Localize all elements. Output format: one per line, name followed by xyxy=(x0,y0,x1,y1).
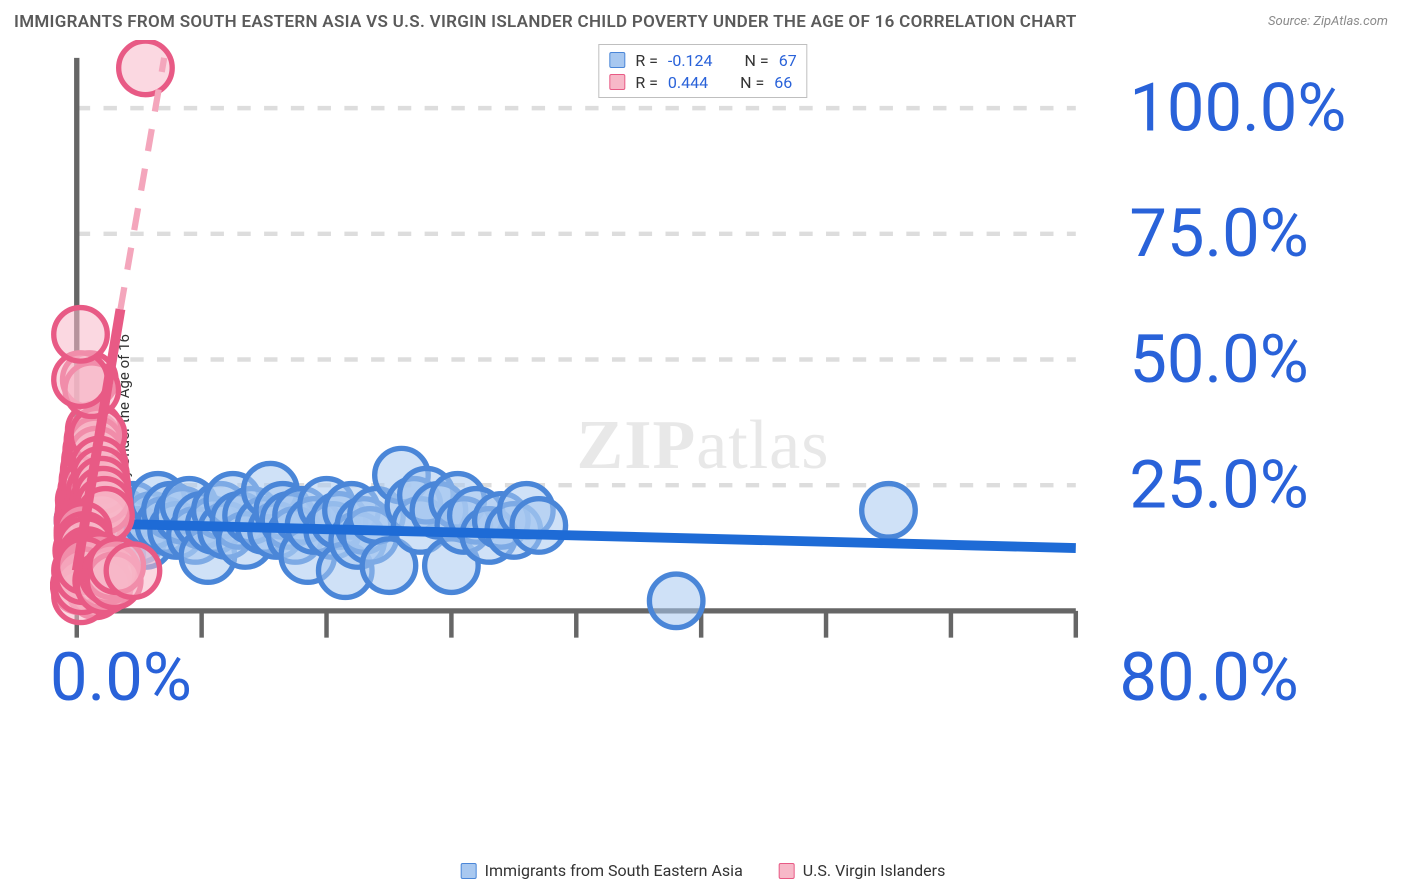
n-value: 66 xyxy=(774,73,792,92)
legend-item-blue: Immigrants from South Eastern Asia xyxy=(461,861,743,880)
r-label: R = xyxy=(635,73,658,92)
n-label: N = xyxy=(745,51,769,70)
legend-row-pink: R = 0.444 N = 66 xyxy=(609,71,796,93)
legend-row-blue: R = -0.124 N = 67 xyxy=(609,49,796,71)
svg-text:75.0%: 75.0% xyxy=(1129,195,1308,273)
legend-label: U.S. Virgin Islanders xyxy=(803,861,946,880)
legend-label: Immigrants from South Eastern Asia xyxy=(485,861,743,880)
legend-swatch-pink xyxy=(609,74,625,90)
r-label: R = xyxy=(635,51,658,70)
legend-swatch-blue xyxy=(461,863,477,879)
svg-text:100.0%: 100.0% xyxy=(1129,69,1346,147)
series-legend: Immigrants from South Eastern Asia U.S. … xyxy=(461,861,946,880)
r-value: 0.444 xyxy=(668,73,708,92)
svg-text:25.0%: 25.0% xyxy=(1129,446,1308,524)
legend-swatch-pink xyxy=(779,863,795,879)
legend-swatch-blue xyxy=(609,52,625,68)
n-label: N = xyxy=(740,73,764,92)
correlation-legend: R = -0.124 N = 67 R = 0.444 N = 66 xyxy=(598,44,807,98)
r-value: -0.124 xyxy=(668,51,713,70)
source-attribution: Source: ZipAtlas.com xyxy=(1268,14,1388,29)
n-value: 67 xyxy=(779,51,797,70)
chart-title: IMMIGRANTS FROM SOUTH EASTERN ASIA VS U.… xyxy=(14,12,1077,32)
svg-text:0.0%: 0.0% xyxy=(50,639,192,709)
svg-text:50.0%: 50.0% xyxy=(1129,321,1308,399)
legend-item-pink: U.S. Virgin Islanders xyxy=(779,861,946,880)
scatter-chart: 25.0% 50.0% 75.0% 100.0% 0.0% 80.0% xyxy=(50,40,1388,709)
svg-text:80.0%: 80.0% xyxy=(1119,639,1298,709)
